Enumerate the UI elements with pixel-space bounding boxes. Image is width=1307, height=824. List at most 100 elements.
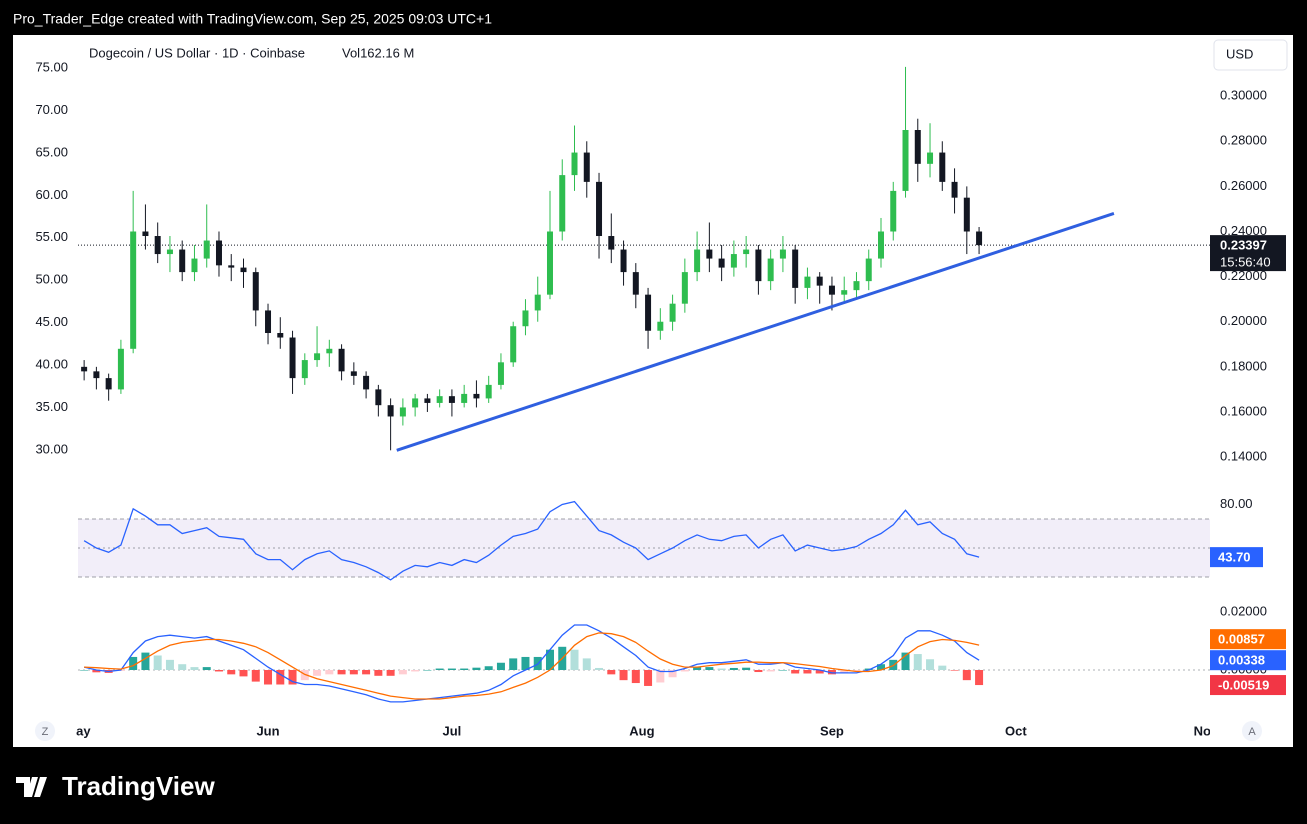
candle-body [363,375,370,390]
macd-histogram-bar [411,670,420,672]
y-tick-label: 0.28000 [1220,133,1267,148]
macd-value-label: -0.00519 [1218,677,1269,692]
auto-button[interactable] [1242,721,1262,741]
candle-body [387,405,394,417]
candle-body [559,175,566,232]
y-tick-label: 0.20000 [1220,313,1267,328]
left-tick-label: 35.00 [35,399,68,414]
macd-value-box [1210,675,1286,696]
macd-histogram-bar [803,670,812,674]
macd-histogram-bar [607,670,616,675]
macd-histogram-bar [926,659,935,670]
macd-histogram-bar [153,655,162,670]
candle-body [841,290,848,295]
macd-histogram-bar [178,664,187,670]
candle-body [951,181,958,198]
rsi-box [1210,547,1263,568]
top-bar: Pro_Trader_Edge created with TradingView… [13,11,492,27]
macd-value-box [1210,650,1286,671]
candle-body [657,321,664,331]
candle-body [350,371,357,376]
macd-histogram-bar [791,670,800,674]
macd-histogram-bar [349,670,358,675]
candle-body [681,272,688,304]
y-tick-label: 0.16000 [1220,403,1267,418]
candle-body [730,254,737,268]
macd-histogram-bar [337,670,346,675]
price-label: 0.23397 [1220,238,1267,253]
candle-body [314,353,321,361]
chart-panel [13,35,1293,747]
brand: TradingView [62,771,215,801]
macd-histogram-bar [778,670,787,671]
macd-histogram-bar [288,670,297,685]
macd-histogram-bar [950,670,959,671]
macd-tick-label: 0.02000 [1220,603,1267,618]
macd-histogram-bar [815,670,824,674]
candle-body [755,249,762,282]
currency-button[interactable] [1213,39,1288,71]
macd-histogram-bar [754,670,763,673]
x-tick-label: May [65,723,91,738]
candle-body [240,267,247,273]
macd-histogram-bar [913,654,922,670]
zoom-button[interactable] [35,721,55,741]
macd-histogram-bar [190,667,199,670]
y-tick-label: 0.14000 [1220,449,1267,464]
candle-body [326,348,333,354]
candle-body [424,398,431,403]
rsi-tick-label: 80.00 [1220,496,1253,511]
macd-histogram-bar [668,670,677,678]
zoom-label: Z [42,726,49,738]
left-tick-label: 70.00 [35,102,68,117]
macd-histogram-bar [509,658,518,670]
macd-histogram-bar [938,665,947,670]
candle-body [179,249,186,273]
candle-body [914,130,921,164]
macd-histogram-bar [717,668,726,670]
macd-histogram-bar [962,670,971,681]
macd-histogram-bar [214,670,223,672]
macd-value-label: 0.00338 [1218,653,1265,668]
macd-histogram-bar [705,667,714,670]
left-tick-label: 65.00 [35,144,68,159]
macd-histogram-bar [656,670,665,683]
trendline [396,212,1115,452]
left-tick-label: 50.00 [35,272,68,287]
logo: TradingView [16,771,215,801]
macd-histogram-bar [496,662,505,670]
price-box [1210,235,1286,272]
plot-area: May Jun Jul Aug Sep Oct Nov [65,66,1210,738]
candle-body [473,393,480,399]
macd-histogram-bar [398,670,407,675]
y-tick-label: 0.26000 [1220,178,1267,193]
candle-body [669,303,676,322]
x-tick-label: Oct [1005,723,1027,738]
candle-body [166,249,173,255]
candle-body [877,231,884,259]
macd-histogram-bar [840,670,849,673]
macd-histogram-bar [521,656,530,670]
currency-label: USD [1226,46,1253,61]
rsi-line [83,500,980,581]
candle-body [301,360,308,379]
macd-histogram-bar [680,670,689,672]
macd-histogram-bar [325,670,334,675]
macd-histogram-bar [901,652,910,670]
candle-body [632,272,639,295]
macd-value-box [1210,629,1286,650]
macd-histogram-bar [264,670,273,685]
macd-histogram-bar [693,667,702,670]
candle-body [939,152,946,182]
macd-histogram-bar [876,664,885,670]
volume-label: Vol162.16 M [342,45,414,60]
candle-body [865,258,872,282]
auto-label: A [1248,726,1256,738]
candle-body [694,249,701,273]
macd-histogram-bar [447,668,456,670]
candle-body [890,190,897,232]
candle-body [289,337,296,379]
candle-body [265,310,272,334]
macd-histogram-bar [729,667,738,670]
